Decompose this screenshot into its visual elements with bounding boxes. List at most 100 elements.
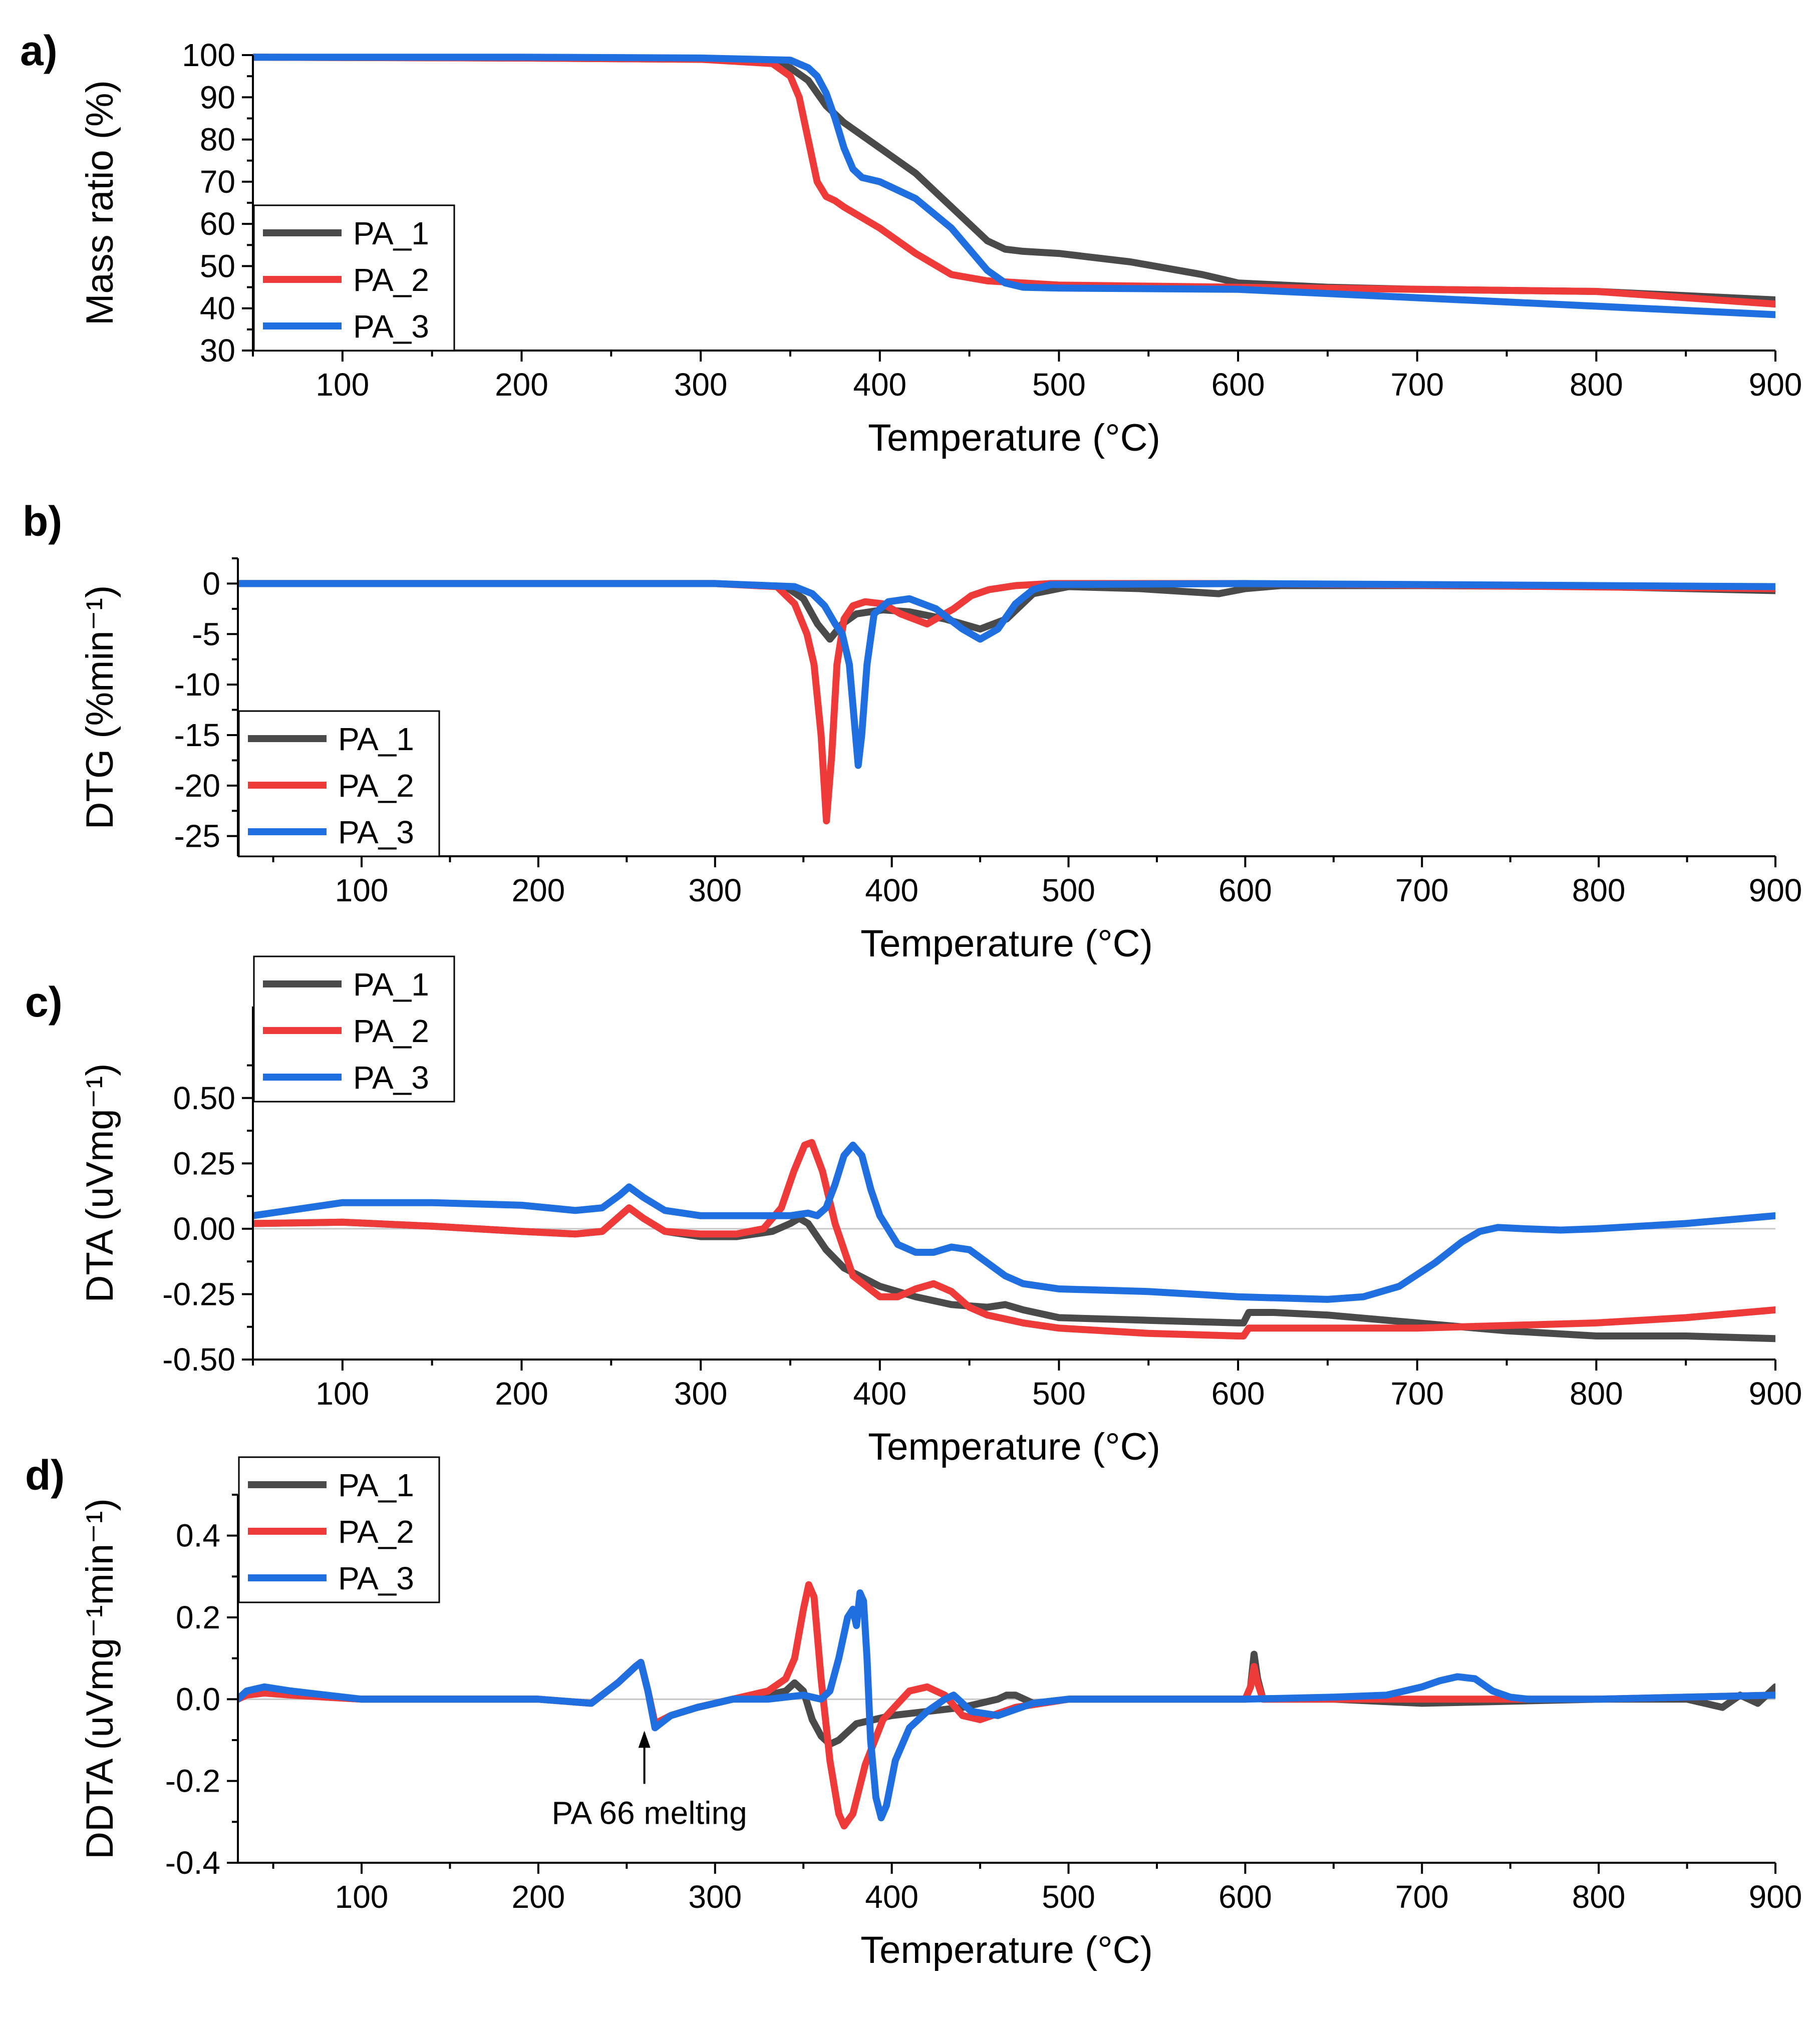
y-tick-label: -25	[174, 818, 221, 854]
legend: PA_1 PA_2 PA_3	[253, 204, 455, 352]
legend-label: PA_1	[338, 1467, 414, 1503]
x-tick-label: 600	[1211, 1376, 1265, 1412]
x-tick-label: 400	[853, 367, 906, 403]
panel-label: b)	[23, 498, 62, 545]
annotation-label: PA 66 melting	[552, 1795, 747, 1831]
panel-label: d)	[25, 1452, 65, 1499]
y-tick-label: 70	[200, 164, 235, 200]
y-tick-label: -20	[174, 768, 221, 804]
x-tick-label: 800	[1570, 367, 1623, 403]
x-tick-label: 900	[1749, 367, 1802, 403]
chart-panel-c: c) 100 200 300 400 500 600 700 800 900 -0.50 -0.25 0…	[25, 955, 1802, 1468]
y-tick-label: -5	[192, 616, 220, 652]
legend: PA_1 PA_2 PA_3	[253, 955, 455, 1103]
x-tick-label: 600	[1219, 872, 1272, 908]
annotation-arrow-head	[638, 1731, 651, 1748]
x-tick-label: 200	[511, 872, 565, 908]
series-line-pa-3	[253, 1141, 1775, 1303]
y-axis-title: DTA (uVmg⁻¹)	[79, 1064, 121, 1303]
legend-label: PA_1	[353, 966, 429, 1002]
y-tick-label: -15	[174, 717, 221, 753]
x-tick-label: 100	[335, 1879, 389, 1915]
x-tick-label: 600	[1219, 1879, 1272, 1915]
legend-label: PA_1	[353, 215, 429, 251]
panel-label: c)	[25, 978, 63, 1026]
x-tick-label: 300	[688, 872, 742, 908]
legend-label: PA_1	[338, 721, 414, 757]
x-tick-label: 500	[1032, 1376, 1086, 1412]
x-axis-title: Temperature (°C)	[868, 417, 1160, 459]
y-tick-label: 0	[202, 565, 220, 601]
y-tick-label: -0.2	[165, 1763, 220, 1799]
series-group	[253, 1139, 1775, 1342]
legend-label: PA_3	[353, 1060, 429, 1096]
x-tick-label: 900	[1749, 1879, 1802, 1915]
y-tick-label: -0.50	[162, 1341, 235, 1378]
y-axis-title: DDTA (uVmg⁻¹min⁻¹)	[79, 1498, 121, 1859]
legend-label: PA_2	[338, 768, 414, 804]
y-tick-label: 40	[200, 290, 235, 326]
series-line-pa-2	[253, 1139, 1775, 1339]
x-tick-label: 500	[1042, 1879, 1095, 1915]
y-tick-label: 100	[182, 37, 235, 73]
y-tick-label: 60	[200, 206, 235, 242]
y-tick-label: -10	[174, 666, 221, 703]
x-tick-label: 400	[865, 872, 919, 908]
x-tick-label: 200	[495, 367, 548, 403]
y-tick-label: 80	[200, 122, 235, 158]
y-axis-title: DTG (%min⁻¹)	[79, 585, 121, 830]
x-tick-label: 700	[1395, 1879, 1449, 1915]
x-tick-label: 700	[1395, 872, 1449, 908]
legend: PA_1 PA_2 PA_3	[238, 1456, 440, 1603]
legend-label: PA_2	[338, 1514, 414, 1550]
x-tick-label: 100	[335, 872, 389, 908]
y-tick-label: 0.0	[176, 1681, 220, 1717]
x-tick-label: 700	[1390, 367, 1444, 403]
x-axis-title: Temperature (°C)	[860, 1929, 1153, 1971]
chart-panel-d: d) 100 200 300 400 500 600 700 800 900 -0.4 -0.2 0.0…	[25, 1452, 1802, 1971]
x-tick-label: 800	[1570, 1376, 1623, 1412]
x-tick-label: 600	[1211, 367, 1265, 403]
x-tick-label: 200	[495, 1376, 548, 1412]
series-group	[238, 580, 1775, 825]
y-tick-label: 90	[200, 79, 235, 115]
legend-label: PA_3	[353, 308, 429, 345]
legend-label: PA_3	[338, 814, 414, 850]
panel-label: a)	[20, 27, 58, 74]
y-tick-label: 0.4	[176, 1518, 220, 1554]
series-line-pa-3	[238, 580, 1775, 769]
y-tick-label: 0.2	[176, 1599, 220, 1635]
y-axis-title: Mass ratio (%)	[79, 80, 121, 325]
series-line-pa-3	[253, 54, 1775, 318]
x-tick-label: 900	[1749, 872, 1802, 908]
x-axis-title: Temperature (°C)	[860, 922, 1153, 965]
x-tick-label: 400	[865, 1879, 919, 1915]
x-tick-label: 800	[1572, 872, 1626, 908]
y-tick-label: -0.4	[165, 1845, 220, 1881]
x-tick-label: 100	[316, 367, 369, 403]
legend-label: PA_3	[338, 1560, 414, 1596]
legend-label: PA_2	[353, 1013, 429, 1049]
x-tick-label: 700	[1390, 1376, 1444, 1412]
series-line-pa-2	[238, 580, 1775, 825]
x-tick-label: 500	[1032, 367, 1086, 403]
y-tick-label: 50	[200, 248, 235, 284]
y-tick-label: 0.25	[173, 1145, 235, 1181]
x-tick-label: 500	[1042, 872, 1095, 908]
x-tick-label: 800	[1572, 1879, 1626, 1915]
x-tick-label: 100	[316, 1376, 369, 1412]
y-tick-label: 30	[200, 332, 235, 369]
x-tick-label: 300	[674, 367, 728, 403]
x-tick-label: 300	[674, 1376, 728, 1412]
x-tick-label: 200	[511, 1879, 565, 1915]
chart-panel-a: a) 100 200 300 400 500 600 700 800 900 30 40 50 60 70 8…	[20, 27, 1802, 459]
chart-panel-b: b) 100 200 300 400 500 600 700 800 900 0 -5 -10 -15 -2…	[23, 498, 1802, 965]
series-line-pa-3	[238, 1589, 1775, 1822]
y-tick-label: 0.00	[173, 1211, 235, 1247]
x-tick-label: 400	[853, 1376, 906, 1412]
x-tick-label: 900	[1749, 1376, 1802, 1412]
x-axis-title: Temperature (°C)	[868, 1426, 1160, 1468]
series-group	[253, 54, 1775, 318]
y-tick-label: -0.25	[162, 1276, 235, 1312]
